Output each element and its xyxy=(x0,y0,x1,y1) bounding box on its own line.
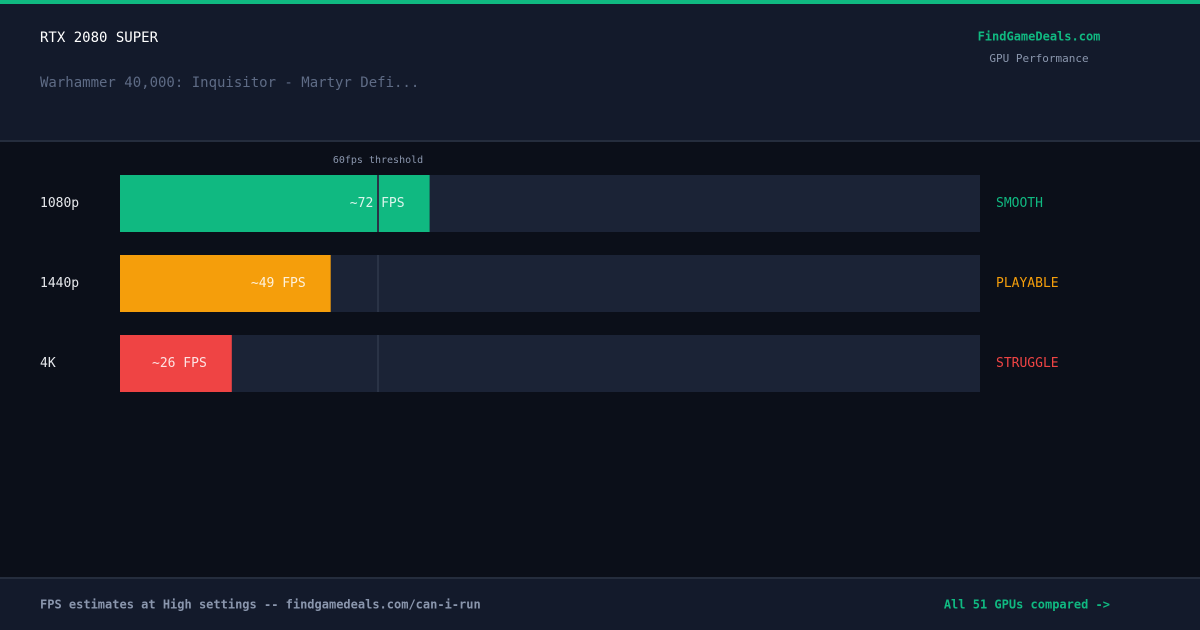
brand-subtitle: GPU Performance xyxy=(989,52,1088,65)
accent-strip xyxy=(0,0,1200,4)
value-label: ~72 FPS xyxy=(350,196,405,211)
footer-border xyxy=(0,577,1200,579)
bar xyxy=(120,255,331,312)
title: RTX 2080 SUPER xyxy=(40,30,159,46)
bar-track xyxy=(120,335,980,392)
category-label: 4K xyxy=(40,356,56,371)
threshold-label: 60fps threshold xyxy=(333,155,423,166)
subtitle: Warhammer 40,000: Inquisitor - Martyr De… xyxy=(40,75,419,91)
category-label: 1080p xyxy=(40,196,79,211)
status-label: PLAYABLE xyxy=(996,276,1059,291)
category-label: 1440p xyxy=(40,276,79,291)
value-label: ~49 FPS xyxy=(251,276,306,291)
status-label: STRUGGLE xyxy=(996,356,1059,371)
header-bg xyxy=(0,0,1200,141)
value-label: ~26 FPS xyxy=(152,356,207,371)
brand: FindGameDeals.com xyxy=(978,30,1101,44)
header-border xyxy=(0,140,1200,142)
footer-link[interactable]: All 51 GPUs compared -> xyxy=(944,598,1110,612)
bar xyxy=(120,335,232,392)
footer-note: FPS estimates at High settings -- findga… xyxy=(40,598,481,612)
status-label: SMOOTH xyxy=(996,196,1043,211)
footer-bg xyxy=(0,578,1200,630)
